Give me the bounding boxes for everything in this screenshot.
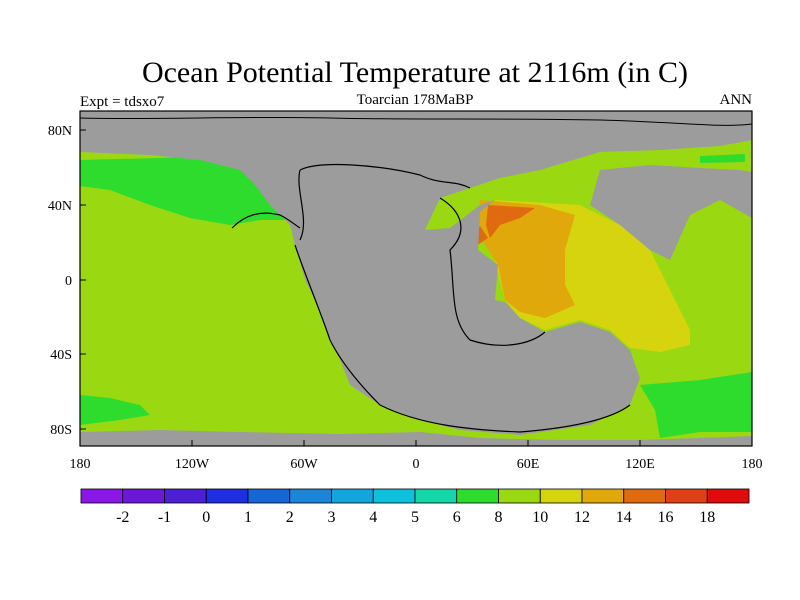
colorbar-labels: -2 -1 0 1 2 3 4 5 6 8 10 12 14 16 18: [116, 509, 715, 526]
colorbar-swatch: [414, 488, 458, 504]
colorbar-swatch: [539, 488, 583, 504]
y-axis-labels: 80N 40N 0 40S 80S: [48, 124, 72, 438]
y-tick-label: 40S: [50, 348, 72, 363]
colorbar-swatch: [623, 488, 666, 504]
colorbar-label: 2: [286, 509, 294, 526]
colorbar-swatch: [80, 488, 124, 504]
colorbar-label: 4: [369, 509, 377, 526]
colorbar-label: -2: [116, 509, 129, 526]
pangaea-supercontinent: [80, 111, 752, 435]
x-tick-label: 60W: [290, 457, 318, 472]
map-ticks: [79, 129, 753, 446]
colorbar-swatch: [665, 488, 708, 504]
eastern-landmass: [590, 165, 752, 260]
colorbar-label: 10: [532, 509, 548, 526]
colorbar-swatch: [289, 488, 332, 504]
colorbar-swatch: [456, 488, 499, 504]
x-tick-label: 0: [413, 457, 420, 472]
map-panel: [79, 110, 753, 447]
figure-title: Ocean Potential Temperature at 2116m (in…: [142, 56, 688, 89]
colorbar: [80, 488, 750, 504]
coastline-tethys: [294, 163, 631, 433]
colorbar-swatch: [372, 488, 416, 504]
x-tick-label: 60E: [517, 457, 540, 472]
x-tick-label: 180: [70, 457, 91, 472]
ocean-16c-region-tethys-north: [486, 205, 535, 238]
y-tick-label: 80S: [50, 423, 72, 438]
colorbar-label: 8: [495, 509, 503, 526]
y-tick-label: 80N: [48, 124, 72, 139]
colorbar-swatch: [247, 488, 291, 504]
colorbar-swatch: [706, 488, 750, 504]
colorbar-label: 5: [411, 509, 419, 526]
x-tick-label: 120W: [175, 457, 210, 472]
colorbar-swatch: [205, 488, 249, 504]
antarctic-landmass: [80, 430, 752, 446]
ocean-14c-region-tethys: [478, 200, 575, 318]
ocean-8c-region-south-pacific: [80, 395, 150, 425]
x-tick-label: 120E: [625, 457, 655, 472]
colorbar-swatch: [164, 488, 207, 504]
y-tick-label: 40N: [48, 199, 72, 214]
colorbar-label: 0: [202, 509, 210, 526]
colorbar-label: 1: [244, 509, 252, 526]
colorbar-swatch: [331, 488, 374, 504]
colorbar-label: 3: [328, 509, 336, 526]
period-label: Toarcian 178MaBP: [357, 92, 474, 108]
season-label: ANN: [720, 92, 753, 108]
x-axis-labels: 180 120W 60W 0 60E 120E 180: [70, 457, 763, 472]
colorbar-swatch: [498, 488, 541, 504]
colorbar-label: 18: [699, 509, 715, 526]
coastline-north-america-arc: [231, 212, 301, 229]
ocean-8c-region-southern: [640, 372, 752, 438]
y-tick-label: 0: [65, 274, 72, 289]
colorbar-label: -1: [158, 509, 171, 526]
experiment-label: Expt = tdsxo7: [80, 94, 165, 110]
colorbar-label: 14: [616, 509, 632, 526]
coastline-arctic: [80, 116, 752, 126]
colorbar-swatch: [581, 488, 625, 504]
colorbar-swatch: [122, 488, 165, 504]
x-tick-label: 180: [742, 457, 763, 472]
ocean-8c-region-arctic-east: [700, 154, 745, 163]
colorbar-label: 6: [453, 509, 461, 526]
colorbar-label: 16: [658, 509, 674, 526]
colorbar-label: 12: [574, 509, 590, 526]
